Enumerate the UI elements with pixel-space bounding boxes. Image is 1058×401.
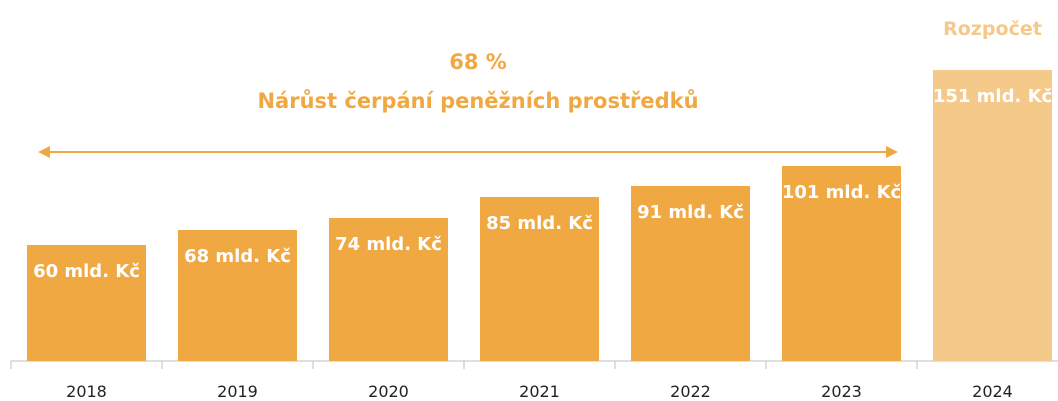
data-label: 60 mld. Kč [33, 261, 140, 283]
data-label: 151 mld. Kč [932, 86, 1053, 107]
bar [27, 245, 146, 361]
bar [329, 218, 448, 361]
data-label: 101 mld. Kč [781, 182, 902, 204]
chart-title: 68 % [449, 50, 507, 74]
bar [782, 166, 901, 361]
x-tick-label: 2019 [217, 382, 258, 401]
bar [178, 229, 297, 361]
data-label: 74 mld. Kč [335, 234, 442, 256]
bar [480, 197, 599, 361]
x-tick-label: 2024 [972, 382, 1013, 401]
chart-subtitle: Nárůst čerpání peněžních prostředků [257, 89, 699, 113]
x-tick-label: 2021 [519, 382, 560, 401]
annotation: Rozpočet [943, 18, 1042, 40]
arrow-head [38, 146, 50, 158]
bar [631, 185, 750, 361]
x-tick-label: 2020 [368, 382, 409, 401]
data-label: 68 mld. Kč [184, 245, 291, 267]
x-tick-label: 2022 [670, 382, 711, 401]
bar [933, 70, 1052, 361]
data-label: 85 mld. Kč [486, 213, 593, 235]
data-label: 91 mld. Kč [637, 201, 744, 223]
x-tick-label: 2018 [66, 382, 107, 401]
x-tick-label: 2023 [821, 382, 862, 401]
arrow-head [886, 146, 898, 158]
